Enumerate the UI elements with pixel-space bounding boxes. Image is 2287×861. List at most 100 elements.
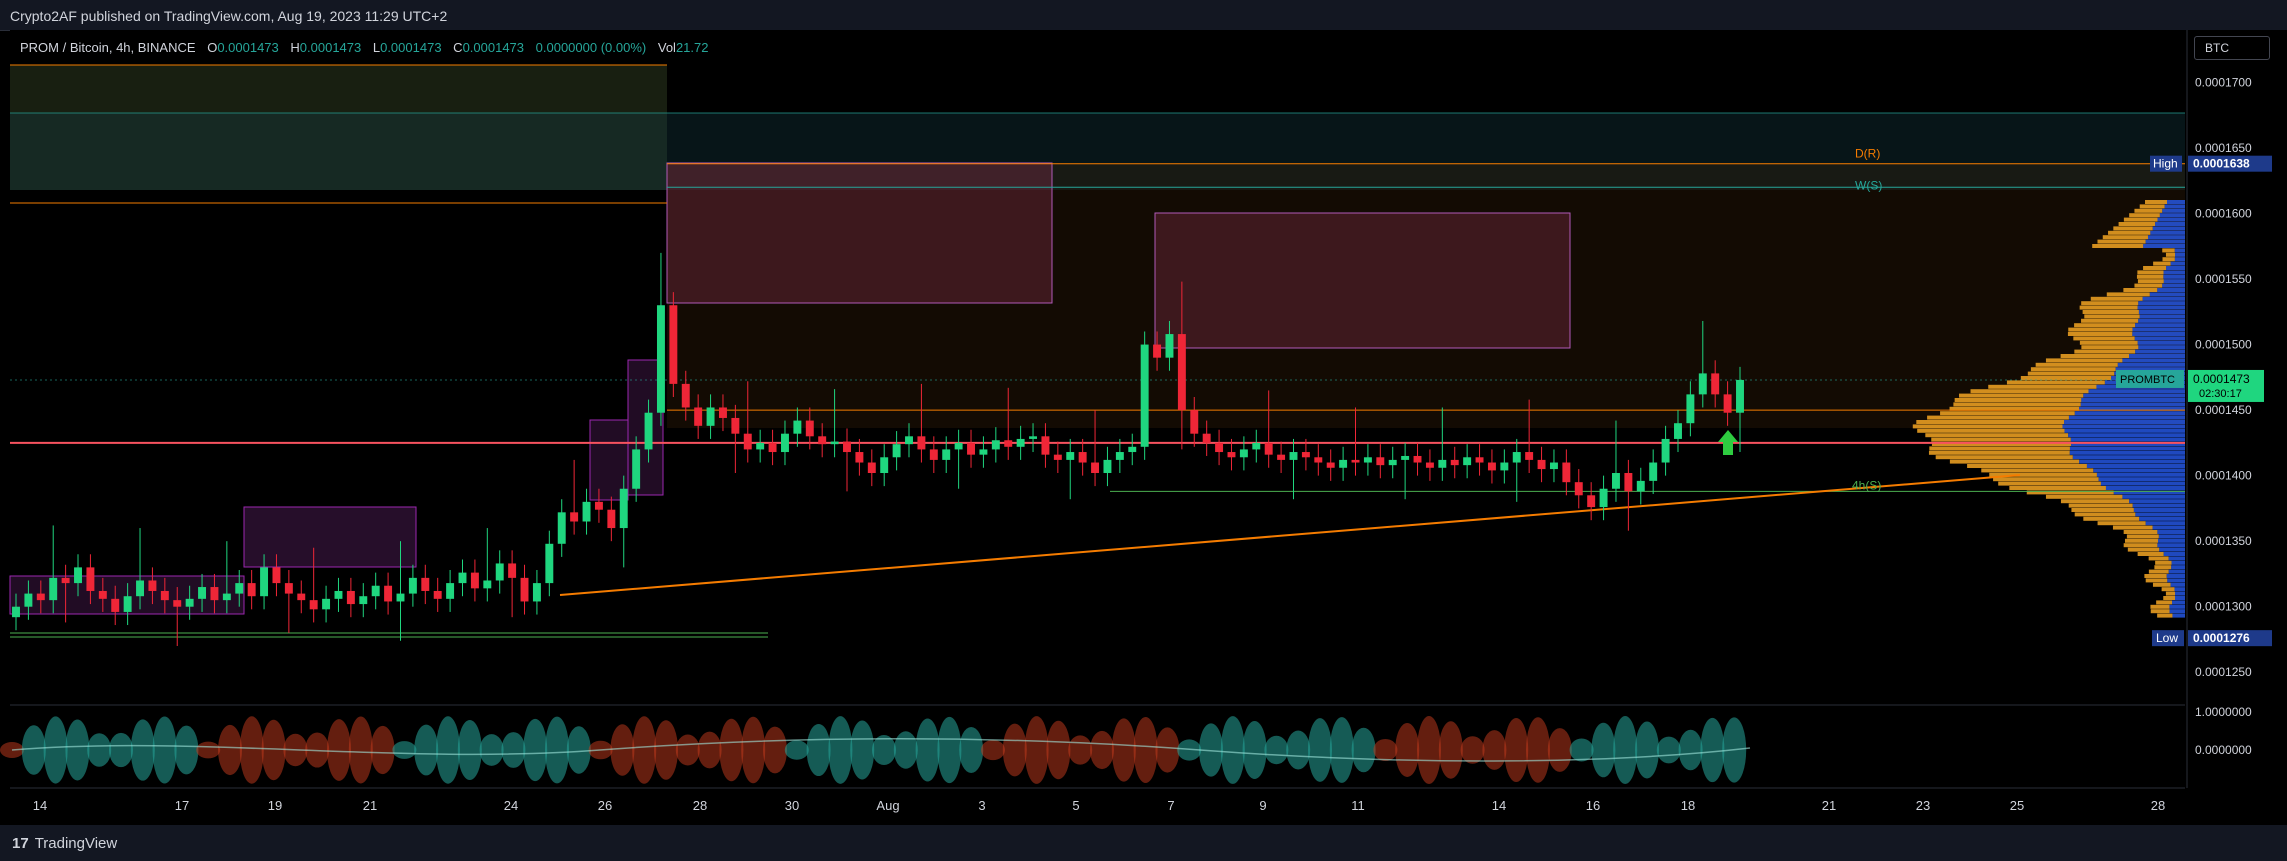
profile-bar	[2161, 587, 2175, 592]
candle-body	[359, 596, 368, 605]
profile-bar	[1959, 393, 2084, 398]
profile-bar	[1989, 472, 2097, 477]
candle-body	[1475, 457, 1484, 463]
demand-box-1	[243, 506, 417, 568]
profile-bar	[1917, 428, 2065, 433]
candle-body	[247, 583, 256, 597]
candle-body	[1450, 459, 1459, 466]
profile-bar-blue	[2062, 424, 2185, 429]
candle-body	[545, 543, 554, 584]
profile-bar	[2068, 503, 2133, 508]
profile-bar	[2035, 362, 2118, 367]
profile-bar-blue	[2070, 437, 2185, 442]
candle-body	[1078, 452, 1087, 463]
profile-bar-blue	[2175, 591, 2185, 596]
oscillator-blob	[1308, 718, 1332, 782]
zone-top-left	[10, 65, 667, 190]
profile-bar	[1993, 477, 2099, 482]
low-tag	[2152, 630, 2184, 647]
profile-bar-blue	[2100, 481, 2185, 486]
candle-body	[1438, 459, 1447, 468]
oscillator-blob	[1482, 730, 1507, 770]
candle-body	[805, 420, 814, 437]
candle-body	[818, 436, 827, 445]
profile-bar	[2118, 222, 2156, 226]
candle-body	[1252, 442, 1261, 450]
profile-bar-blue	[2157, 538, 2185, 543]
candle-body	[669, 305, 678, 384]
tradingview-logo[interactable]: 17 TradingView	[12, 835, 117, 852]
chart-area[interactable]	[10, 30, 2187, 825]
price-tick: 0.0001350	[2195, 534, 2252, 548]
candle-body	[284, 583, 293, 594]
profile-bar-blue	[2138, 318, 2185, 323]
candle-body	[433, 590, 442, 599]
symbol-title[interactable]: PROM / Bitcoin, 4h, BINANCE	[20, 40, 196, 55]
candle-body	[24, 593, 33, 607]
price-markers: High 0.0001638 Low 0.0001276 PROMBTC 0.000147…	[1718, 155, 2272, 647]
profile-bar-blue	[2079, 406, 2185, 411]
supply-box-2	[1154, 212, 1571, 349]
published-text: Crypto2AF published on TradingView.com, …	[10, 8, 448, 24]
oscillator-blob	[1155, 727, 1180, 773]
profile-bar-blue	[2098, 477, 2185, 482]
time-tick: 26	[598, 798, 612, 813]
candle-body	[111, 598, 120, 612]
profile-bar-blue	[2068, 433, 2185, 438]
oscillator-blob	[806, 723, 831, 777]
profile-bar	[1949, 459, 2080, 464]
candle-body	[793, 420, 802, 434]
profile-bar-blue	[2086, 464, 2185, 468]
time-tick: 17	[175, 798, 189, 813]
weekly-support-label: W(S)	[1855, 178, 1882, 192]
profile-bar	[2123, 217, 2158, 222]
candle-body	[731, 417, 740, 434]
oscillator-blob	[1068, 735, 1093, 765]
candle-body	[210, 587, 219, 601]
candle-body	[1215, 442, 1224, 453]
profile-bar	[2165, 591, 2175, 596]
candle-body	[1674, 423, 1682, 439]
close-label: C	[453, 40, 463, 55]
close-value: 0.0001473	[462, 40, 525, 55]
profile-bar	[2027, 371, 2115, 376]
candle-body	[1326, 462, 1335, 468]
oscillator-blob	[348, 716, 373, 784]
profile-bar-blue	[2138, 301, 2185, 306]
high-label: High	[2153, 157, 2178, 171]
candle-body	[1153, 344, 1162, 358]
time-tick: 3	[978, 798, 985, 813]
oscillator-blob	[1264, 735, 1289, 765]
currency-button[interactable]: BTC	[2194, 36, 2270, 60]
profile-bar-blue	[2088, 389, 2185, 394]
candle-body	[1736, 379, 1744, 413]
candle-body	[1103, 459, 1112, 474]
profile-bar	[2137, 279, 2164, 284]
time-tick: 23	[1916, 798, 1930, 813]
symbol-tag	[2116, 369, 2184, 388]
candle-body	[322, 598, 331, 610]
profile-bar-blue	[2132, 503, 2185, 508]
candle-body	[1277, 454, 1286, 460]
price-tick: 0.0001550	[2195, 272, 2252, 286]
oscillator-blob	[1526, 717, 1550, 783]
candle-body	[1624, 473, 1633, 492]
h4-support-label: 4h(S)	[1852, 478, 1881, 492]
profile-bar-blue	[2064, 428, 2185, 433]
oscillator-blob	[43, 716, 68, 784]
candle-body	[470, 572, 479, 589]
candle-body	[619, 488, 628, 529]
profile-bar	[2060, 499, 2130, 504]
profile-bar	[2157, 613, 2173, 618]
candle-body	[954, 442, 963, 450]
price-chart[interactable]: D(R) W(S) 4h(S) 0.0001700 0.0001650 0.000160…	[0, 0, 2287, 825]
profile-bar-blue	[2163, 274, 2185, 279]
profile-bar	[2123, 543, 2158, 548]
candle-body	[384, 585, 393, 602]
candle-body	[582, 501, 591, 522]
candle-body	[1512, 452, 1521, 463]
profile-bar-blue	[2175, 596, 2185, 600]
candle-body	[1314, 457, 1323, 463]
profile-bar-blue	[2122, 358, 2185, 363]
profile-bar-blue	[2113, 490, 2185, 495]
